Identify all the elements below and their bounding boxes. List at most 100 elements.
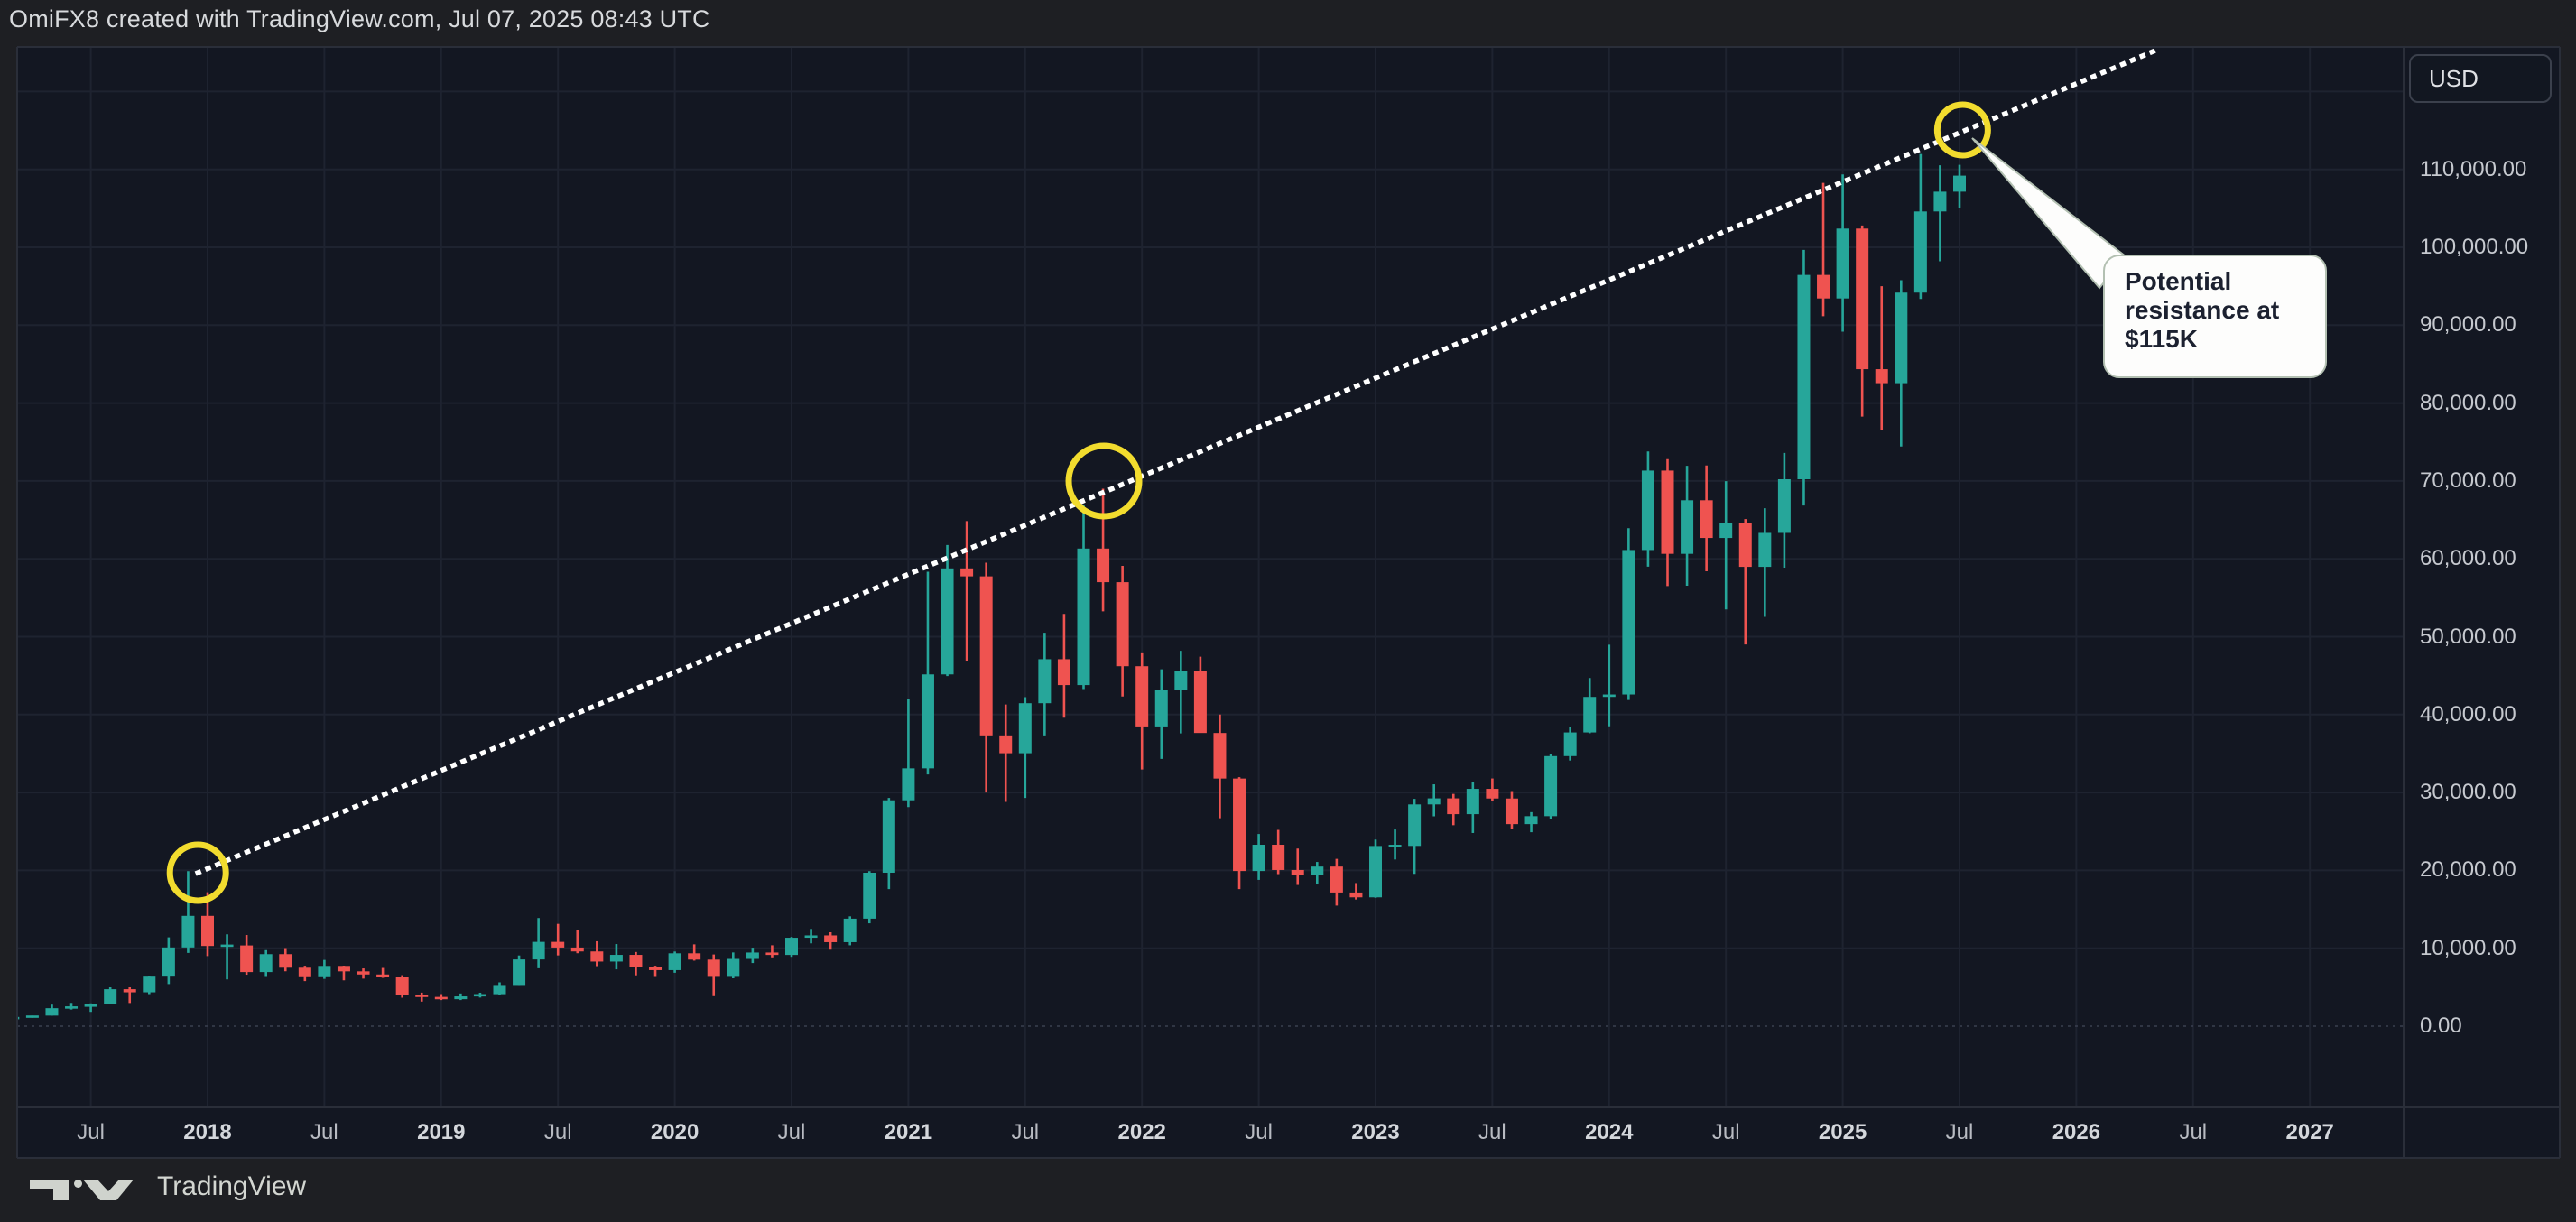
candlestick[interactable]: [1116, 565, 1129, 697]
candlestick[interactable]: [785, 937, 798, 958]
candlestick[interactable]: [1622, 528, 1635, 700]
candlestick[interactable]: [181, 871, 195, 953]
candlestick[interactable]: [590, 940, 604, 967]
candlestick[interactable]: [1602, 644, 1616, 727]
candlestick[interactable]: [1524, 811, 1538, 833]
candlestick[interactable]: [493, 982, 506, 995]
candlestick[interactable]: [668, 951, 681, 973]
dotted-trendline[interactable]: [194, 47, 2161, 876]
candlestick[interactable]: [1913, 153, 1927, 300]
candlestick[interactable]: [201, 892, 214, 957]
candlestick[interactable]: [1953, 164, 1966, 208]
candlestick[interactable]: [1388, 829, 1402, 860]
candlestick[interactable]: [882, 798, 895, 890]
candlestick[interactable]: [65, 1003, 79, 1010]
candlestick[interactable]: [824, 932, 838, 950]
candlestick[interactable]: [25, 1015, 39, 1018]
candlestick[interactable]: [1758, 508, 1772, 617]
resistance-callout[interactable]: Potential resistance at $115K: [2103, 255, 2327, 378]
candlestick[interactable]: [727, 952, 740, 979]
candlestick[interactable]: [104, 987, 117, 1004]
candlestick[interactable]: [1719, 481, 1733, 610]
chart-plot-area[interactable]: [17, 47, 2404, 1107]
candlestick[interactable]: [1154, 669, 1168, 759]
candlestick[interactable]: [1777, 452, 1791, 568]
candlestick[interactable]: [1349, 883, 1363, 900]
candlestick[interactable]: [960, 521, 974, 661]
candlestick[interactable]: [1933, 165, 1947, 262]
highlight-circle[interactable]: [1065, 442, 1143, 520]
candlestick[interactable]: [357, 968, 370, 979]
candlestick[interactable]: [1135, 652, 1149, 770]
candlestick[interactable]: [1291, 848, 1304, 885]
candlestick[interactable]: [1233, 777, 1246, 890]
candlestick[interactable]: [1408, 799, 1422, 875]
candlestick[interactable]: [1505, 791, 1518, 829]
candlestick[interactable]: [1427, 784, 1441, 817]
candlestick[interactable]: [902, 699, 915, 808]
candlestick[interactable]: [609, 944, 623, 970]
candlestick[interactable]: [1544, 754, 1558, 819]
price-axis-pane[interactable]: [2404, 47, 2560, 1107]
candlestick[interactable]: [337, 966, 350, 981]
candlestick[interactable]: [395, 975, 409, 998]
candlestick[interactable]: [941, 544, 954, 677]
candlestick[interactable]: [1213, 714, 1227, 819]
candlestick[interactable]: [1875, 286, 1888, 430]
candlestick[interactable]: [688, 944, 701, 961]
candlestick[interactable]: [1738, 519, 1752, 645]
candlestick[interactable]: [1895, 280, 1908, 447]
candlestick[interactable]: [707, 954, 720, 996]
candlestick[interactable]: [143, 976, 156, 995]
candlestick[interactable]: [1583, 678, 1597, 734]
candlestick[interactable]: [1563, 727, 1577, 761]
candlestick[interactable]: [1018, 697, 1032, 799]
candlestick[interactable]: [454, 993, 468, 1001]
candlestick[interactable]: [1174, 651, 1188, 734]
highlight-circle[interactable]: [166, 841, 229, 904]
candlestick[interactable]: [1369, 839, 1382, 898]
candlestick[interactable]: [1077, 505, 1090, 690]
candlestick[interactable]: [1193, 656, 1207, 734]
time-axis-pane[interactable]: [17, 1107, 2560, 1158]
candlestick[interactable]: [1097, 488, 1110, 612]
candlestick[interactable]: [863, 871, 876, 924]
candlestick[interactable]: [1311, 862, 1324, 885]
candlestick[interactable]: [1486, 778, 1499, 801]
candlestick[interactable]: [434, 994, 448, 1001]
candlestick[interactable]: [999, 704, 1013, 802]
tradingview-logo-icon[interactable]: [30, 1180, 134, 1200]
currency-selector-button[interactable]: USD: [2409, 54, 2552, 103]
candlestick[interactable]: [1447, 793, 1460, 826]
candlestick[interactable]: [1641, 451, 1654, 567]
candlestick[interactable]: [843, 916, 857, 946]
candlestick[interactable]: [1252, 834, 1265, 880]
candlestick[interactable]: [570, 930, 584, 954]
candlestick[interactable]: [162, 937, 175, 985]
candlestick[interactable]: [1856, 225, 1869, 417]
candlestick[interactable]: [6, 1016, 20, 1020]
candlestick[interactable]: [123, 987, 136, 1004]
highlight-circle[interactable]: [1933, 101, 1991, 159]
candlestick[interactable]: [551, 923, 565, 956]
candlestick[interactable]: [415, 992, 429, 1002]
candlestick[interactable]: [765, 945, 779, 958]
candlestick[interactable]: [979, 562, 993, 793]
candlestick[interactable]: [240, 935, 254, 976]
candlestick[interactable]: [1330, 858, 1343, 906]
candlestick[interactable]: [532, 918, 545, 968]
candlestick[interactable]: [1817, 182, 1830, 317]
candlestick[interactable]: [1038, 633, 1052, 736]
candlestick[interactable]: [1466, 782, 1479, 833]
candlestick[interactable]: [921, 571, 934, 775]
candlestick[interactable]: [746, 948, 759, 964]
candlestick[interactable]: [84, 1003, 97, 1013]
candlestick[interactable]: [629, 951, 643, 976]
tradingview-watermark[interactable]: TradingView: [18, 1171, 306, 1202]
candlestick[interactable]: [318, 959, 331, 979]
candlestick[interactable]: [473, 992, 486, 998]
candlestick[interactable]: [298, 966, 311, 982]
candlestick[interactable]: [1700, 465, 1713, 572]
candlestick[interactable]: [1272, 829, 1285, 875]
